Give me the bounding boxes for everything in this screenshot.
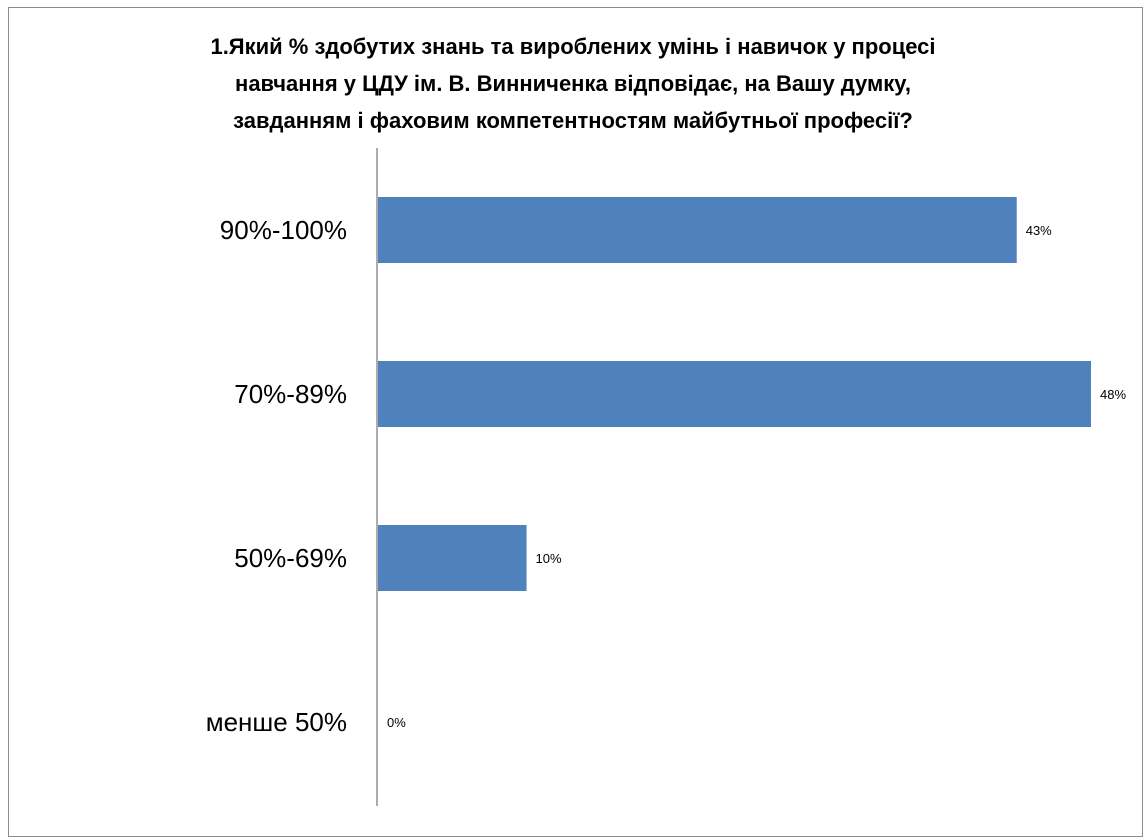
category-label: 90%-100%	[220, 215, 347, 245]
data-label: 43%	[1026, 223, 1052, 238]
data-label: 10%	[536, 551, 562, 566]
bar	[378, 361, 1091, 427]
bar	[378, 525, 527, 591]
category-label: 50%-69%	[234, 543, 347, 573]
chart-title-line-3: завданням і фаховим компетентностям майб…	[233, 108, 913, 133]
data-label: 48%	[1100, 387, 1126, 402]
category-label: менше 50%	[206, 707, 347, 737]
bar	[378, 197, 1017, 263]
chart-title-line-1: 1.Який % здобутих знань та вироблених ум…	[210, 34, 936, 59]
category-label: 70%-89%	[234, 379, 347, 409]
chart-title: 1.Який % здобутих знань та вироблених ум…	[100, 28, 1046, 139]
data-label: 0%	[387, 715, 406, 730]
chart-title-line-2: навчання у ЦДУ ім. В. Винниченка відпові…	[235, 71, 911, 96]
